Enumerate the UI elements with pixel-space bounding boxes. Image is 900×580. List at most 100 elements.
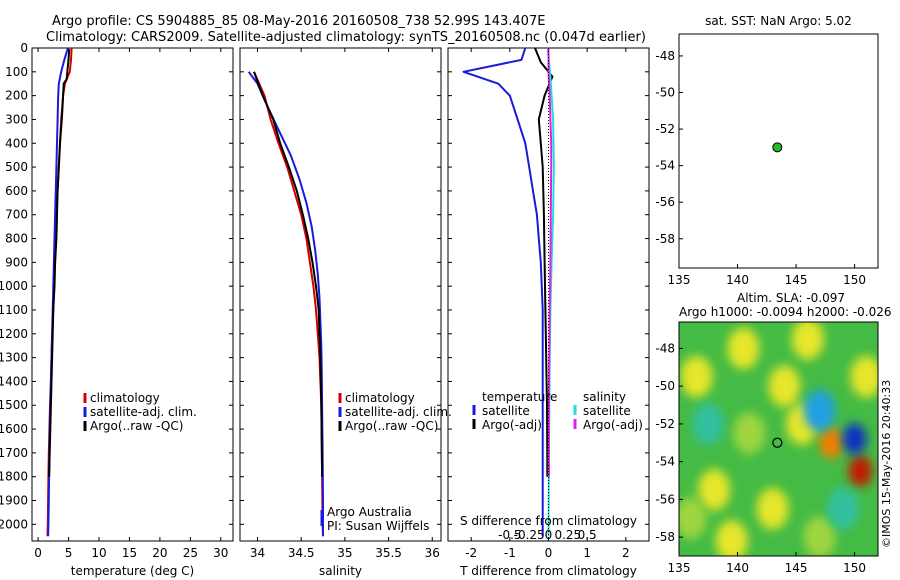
temperature-ytick-label: 1200: [0, 327, 28, 341]
sla-heatmap-cell: [756, 488, 789, 530]
sla_map-ytick-label: -52: [655, 417, 675, 431]
sla-heatmap-cell: [698, 469, 731, 511]
sst_map-ytick-label: -54: [655, 159, 675, 173]
sla_map-xtick-label: 145: [785, 561, 808, 575]
difference-s-tick-label: -0.5: [498, 528, 521, 542]
difference-xlabel: T difference from climatology: [459, 564, 637, 578]
difference-xtick-label: 2: [622, 546, 630, 560]
difference-s-tick-label: 0.25: [554, 528, 581, 542]
sst-argo-location-point: [772, 142, 783, 153]
difference-series-sal_argo: [547, 48, 553, 477]
temperature-ytick-label: 1300: [0, 351, 28, 365]
difference-xtick-label: -2: [465, 546, 477, 560]
temperature-ytick-label: 700: [5, 208, 28, 222]
temperature-legend-label: Argo(..raw -QC): [90, 419, 183, 433]
temperature-series-argo: [48, 49, 71, 477]
temperature-xtick-label: 15: [122, 546, 137, 560]
figure-title-line1: Argo profile: CS 5904885_85 08-May-2016 …: [52, 14, 546, 29]
sst_map-ytick-label: -50: [655, 86, 675, 100]
sla_map-ytick-label: -48: [655, 341, 675, 355]
temperature-xtick-label: 10: [91, 546, 106, 560]
sla-heatmap-cell: [826, 488, 859, 530]
sla_map-ytick-label: -54: [655, 455, 675, 469]
figure-title-line2: Climatology: CARS2009. Satellite-adjuste…: [46, 30, 646, 45]
salinity-xtick-label: 35.5: [375, 546, 402, 560]
sla_map-ytick-label: -50: [655, 379, 675, 393]
salinity-legend-label: Argo(..raw -QC): [345, 419, 438, 433]
difference-legend-title: temperature: [482, 390, 557, 404]
sst_map-xtick-label: 150: [843, 273, 866, 287]
sla_map-xtick-label: 135: [668, 561, 691, 575]
difference-xtick-label: 0: [545, 546, 553, 560]
temperature-axes-box: [31, 47, 234, 542]
sla_map-ytick-label: -56: [655, 492, 675, 506]
temperature-ytick-label: 900: [5, 255, 28, 269]
sla-map-title: Altim. SLA: -0.097: [737, 291, 845, 305]
sla_map-xtick-label: 140: [726, 561, 749, 575]
sla-heatmap-cell: [692, 403, 725, 445]
salinity-annotation: PI: Susan Wijffels: [327, 519, 429, 533]
difference-legend-label: Argo(-adj): [482, 418, 542, 432]
sla-argo-location-point: [772, 437, 783, 448]
difference-xlabel-top: S difference from climatology: [460, 514, 637, 528]
sla-heatmap-cell: [768, 365, 801, 407]
temperature-ytick-label: 0: [20, 41, 28, 55]
sla-heatmap-cell: [679, 497, 707, 540]
salinity-xtick-label: 36: [425, 546, 440, 560]
temperature-xtick-label: 5: [65, 546, 73, 560]
salinity-xtick-label: 35: [337, 546, 352, 560]
sst_map-xtick-label: 140: [726, 273, 749, 287]
sla-heatmap-cell: [715, 520, 748, 556]
temperature-ytick-label: 600: [5, 184, 28, 198]
difference-xtick-label: 1: [583, 546, 591, 560]
sst_map-xtick-label: 135: [668, 273, 691, 287]
temperature-ytick-label: 1900: [0, 494, 28, 508]
temperature-ytick-label: 2000: [0, 517, 28, 531]
salinity-xtick-label: 34: [250, 546, 265, 560]
temperature-ytick-label: 100: [5, 65, 28, 79]
difference-s-tick-label: -0.25: [514, 528, 545, 542]
difference-series-satellite: [462, 47, 544, 537]
temperature-ytick-label: 300: [5, 112, 28, 126]
salinity-annotation: Argo Australia: [327, 505, 412, 519]
temperature-ytick-label: 800: [5, 232, 28, 246]
temperature-legend-label: satellite-adj. clim.: [90, 405, 197, 419]
temperature-ytick-label: 500: [5, 160, 28, 174]
sla-map-box: [678, 321, 879, 557]
temperature-legend-label: climatology: [90, 391, 160, 405]
sla_map-ytick-label: -58: [655, 530, 675, 544]
sla-heatmap-cell: [733, 412, 766, 455]
salinity-xlabel: salinity: [319, 564, 362, 578]
sst_map-ytick-label: -52: [655, 122, 675, 136]
difference-legend-label: Argo(-adj): [583, 418, 643, 432]
difference-s-tick-label: 0: [545, 528, 553, 542]
sst_map-ytick-label: -56: [655, 195, 675, 209]
difference-legend-title: salinity: [583, 390, 626, 404]
salinity-legend-label: satellite-adj. clim.: [345, 405, 452, 419]
salinity-series-argo: [253, 71, 324, 477]
difference-s-tick-label: 0.5: [578, 528, 597, 542]
sst_map-ytick-label: -48: [655, 49, 675, 63]
salinity-xtick-label: 34.5: [288, 546, 315, 560]
salinity-axes-box: [239, 47, 442, 542]
temperature-ytick-label: 1500: [0, 398, 28, 412]
sla_map-xtick-label: 150: [843, 561, 866, 575]
sst_map-ytick-label: -58: [655, 232, 675, 246]
difference-xtick-label: -1: [504, 546, 516, 560]
sla-heatmap-group: [679, 322, 878, 556]
temperature-ytick-label: 1700: [0, 446, 28, 460]
sla-heatmap-cell: [842, 423, 867, 455]
temperature-xtick-label: 25: [183, 546, 198, 560]
sla-heatmap-cell: [850, 355, 878, 398]
sla-heatmap-cell: [791, 322, 824, 360]
sla-heatmap-cell: [848, 455, 873, 487]
difference-legend-label: satellite: [583, 404, 631, 418]
temperature-ytick-label: 400: [5, 136, 28, 150]
salinity-legend-label: climatology: [345, 391, 415, 405]
temperature-ytick-label: 1000: [0, 279, 28, 293]
sst-map-title: sat. SST: NaN Argo: 5.02: [705, 14, 852, 28]
difference-legend-label: satellite: [482, 404, 530, 418]
temperature-ytick-label: 1600: [0, 422, 28, 436]
sla-heatmap-cell: [819, 427, 844, 459]
